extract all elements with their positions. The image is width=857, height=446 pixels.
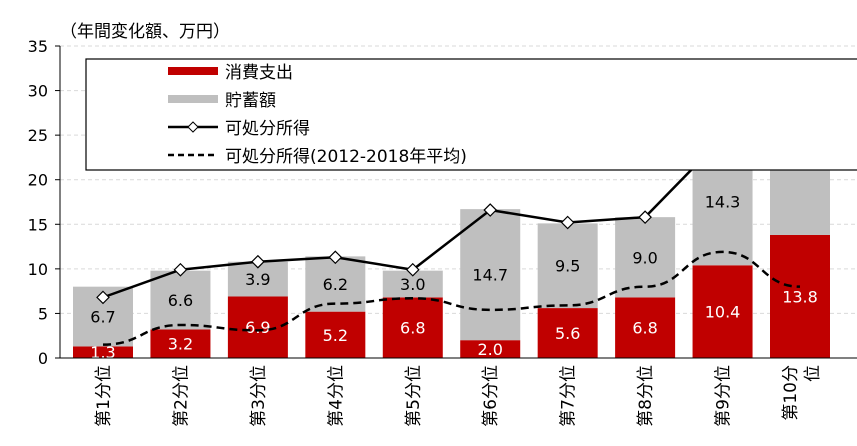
legend-label: 貯蓄額 [225, 91, 276, 111]
data-label-savings: 6.2 [323, 275, 348, 294]
diamond-marker [560, 215, 575, 230]
y-tick-label: 20 [28, 171, 48, 190]
diamond-marker [405, 262, 420, 277]
x-tick-label: 第10分 [781, 365, 801, 421]
bar-consumption [615, 297, 676, 358]
y-tick-label: 35 [28, 37, 48, 56]
bar-savings [537, 223, 598, 309]
x-tick-label: 位 [803, 365, 823, 382]
bar-consumption [770, 234, 830, 358]
data-label-savings: 9.5 [555, 257, 580, 276]
bar-consumption [73, 346, 133, 358]
legend-swatch-savings [168, 95, 218, 103]
diamond-marker [96, 290, 110, 305]
x-tick-label: 第6分位 [481, 365, 501, 427]
legend-swatch-consumption [168, 67, 218, 75]
data-label-consumption: 13.8 [782, 287, 818, 306]
diamond-marker [328, 250, 343, 265]
x-tick-label: 第7分位 [559, 365, 579, 427]
data-label-consumption: 6.8 [400, 319, 425, 338]
bar-consumption [227, 296, 288, 358]
x-tick-label: 第5分位 [404, 365, 424, 427]
y-tick-label: 30 [28, 82, 48, 101]
data-label-savings: 3.0 [400, 275, 425, 294]
bar-savings [460, 209, 521, 341]
x-tick-label: 第4分位 [326, 365, 346, 427]
data-label-savings: 9.0 [632, 248, 657, 267]
x-tick-label: 第1分位 [94, 365, 114, 427]
legend-box [85, 58, 857, 171]
bar-consumption [382, 297, 443, 358]
x-tick-label: 第9分位 [714, 365, 734, 427]
data-label-savings: 3.9 [245, 270, 270, 289]
line-disposable-income [102, 68, 801, 299]
bar-consumption [460, 340, 521, 358]
bar-consumption [537, 308, 598, 358]
diamond-marker [483, 203, 498, 217]
data-label-savings: 6.7 [90, 308, 115, 327]
data-label-consumption: 5.2 [323, 326, 348, 345]
y-tick-label: 5 [38, 304, 48, 323]
y-tick-label: 15 [28, 215, 48, 234]
x-tick-label: 第2分位 [171, 365, 191, 427]
data-label-savings: 6.6 [168, 291, 193, 310]
data-label-consumption: 2.0 [477, 340, 502, 359]
data-label-consumption: 1.3 [90, 343, 115, 362]
legend-diamond-icon [187, 121, 199, 133]
x-tick-label: 第3分位 [249, 365, 269, 427]
bar-savings [150, 270, 211, 330]
diamond-marker [173, 262, 188, 277]
data-label-consumption: 6.9 [245, 318, 270, 337]
data-label-consumption: 3.2 [168, 335, 193, 354]
bar-consumption [150, 329, 211, 358]
x-tick-label: 第8分位 [636, 365, 656, 427]
legend-label: 消費支出 [225, 63, 293, 83]
y-tick-label: 0 [38, 349, 48, 368]
data-label-consumption: 6.8 [632, 319, 657, 338]
diamond-marker [251, 254, 265, 269]
bar-consumption [692, 265, 753, 358]
line-disposable-income-average [102, 250, 801, 346]
diamond-marker [638, 210, 652, 225]
legend-label: 可処分所得 [225, 119, 310, 139]
legend-label: 可処分所得(2012-2018年平均) [225, 147, 467, 167]
data-label-consumption: 10.4 [705, 303, 741, 322]
y-axis-unit-label: （年間変化額、万円） [60, 22, 230, 42]
y-tick-label: 25 [28, 126, 48, 145]
bar-consumption [305, 311, 366, 358]
data-label-consumption: 5.6 [555, 324, 580, 343]
y-tick-label: 10 [28, 260, 48, 279]
data-label-savings: 14.7 [472, 266, 508, 285]
data-label-savings: 14.3 [705, 193, 741, 212]
